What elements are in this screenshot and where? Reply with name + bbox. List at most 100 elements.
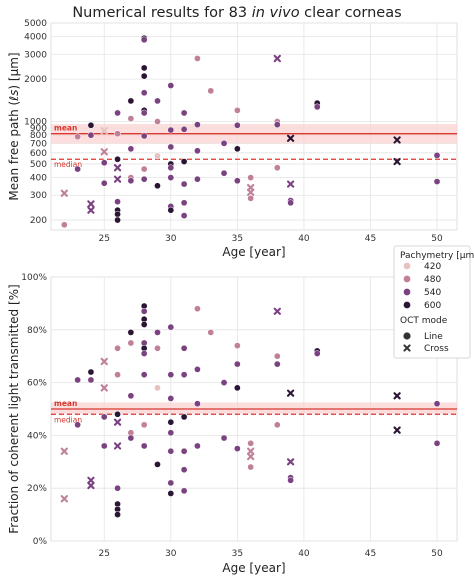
y-tick-label: 500	[30, 160, 47, 170]
data-point	[180, 371, 188, 379]
cross-marker-stroke	[113, 164, 122, 172]
median-label: median	[54, 415, 82, 424]
data-point	[60, 495, 68, 503]
y-tick-label: 2000	[24, 75, 47, 85]
data-point	[194, 121, 201, 129]
data-point	[167, 490, 175, 497]
data-point	[100, 148, 108, 156]
data-point	[286, 134, 295, 142]
y-axis-label-suffix: ) [µm]	[7, 52, 21, 89]
data-point	[273, 352, 281, 360]
legend: Pachymetry [µm] 420 480 540 600 OCT mode Li…	[393, 245, 474, 359]
legend-hue-title: Pachymetry [µm]	[400, 251, 474, 261]
data-point	[140, 72, 148, 80]
data-point	[273, 121, 281, 129]
data-point	[247, 174, 255, 181]
data-point	[140, 371, 148, 379]
data-point	[100, 357, 108, 366]
data-point	[127, 115, 135, 122]
cross-marker-stroke	[286, 458, 295, 466]
data-point	[234, 177, 241, 185]
data-point	[194, 147, 201, 155]
y-axis-label: Fraction of coherent light transmitted […	[7, 284, 21, 533]
data-point	[140, 421, 148, 429]
data-point	[167, 126, 175, 134]
data-point	[286, 389, 295, 397]
data-point	[114, 410, 121, 418]
data-point	[114, 511, 121, 518]
data-point	[87, 131, 95, 139]
data-point	[313, 103, 321, 111]
data-point	[140, 36, 148, 44]
y-tick-label: 300	[30, 191, 47, 201]
data-point	[220, 434, 228, 442]
data-point	[167, 418, 175, 426]
cross-marker-stroke	[87, 200, 95, 208]
data-point	[234, 342, 241, 349]
x-tick-label: 40	[298, 234, 310, 244]
data-point	[180, 344, 188, 352]
y-tick-label: 600	[30, 149, 47, 159]
mean-label: mean	[54, 399, 77, 408]
y-tick-label: 200	[30, 216, 47, 226]
x-tick-label: 25	[99, 234, 110, 244]
y-axis-label-prefix: Mean free path (	[7, 101, 21, 201]
data-point	[180, 126, 188, 133]
data-point	[127, 97, 135, 105]
legend-hue-label: 600	[424, 301, 441, 311]
data-point	[167, 371, 175, 379]
top-panel: mean median 25 30 35 40 45 50 200 300 400 500600700…	[7, 19, 458, 259]
data-point	[154, 344, 161, 352]
data-point	[100, 413, 108, 421]
data-point	[87, 206, 95, 214]
data-point	[433, 178, 441, 185]
data-point	[114, 344, 121, 352]
legend-hue-label: 480	[424, 275, 441, 285]
data-point	[247, 188, 255, 196]
title-italic: in vivo	[252, 5, 300, 21]
data-point	[74, 421, 81, 429]
data-point	[167, 82, 175, 89]
data-point	[167, 206, 175, 214]
data-point	[234, 360, 241, 368]
y-tick-label: 80%	[27, 326, 47, 336]
cross-marker-stroke	[60, 495, 68, 503]
data-point	[154, 152, 161, 160]
cross-marker-stroke	[286, 389, 295, 397]
data-point	[287, 199, 294, 207]
data-point	[100, 384, 108, 392]
data-point	[180, 212, 188, 219]
data-point	[433, 400, 441, 408]
x-tick-label: 35	[232, 234, 243, 244]
cross-marker-stroke	[286, 180, 295, 188]
cross-marker-stroke	[113, 418, 122, 426]
data-point	[273, 307, 281, 315]
data-point	[180, 109, 188, 117]
cross-marker-stroke	[87, 206, 95, 214]
figure-title: Numerical results for 83 in vivo clear c…	[72, 5, 401, 21]
cross-marker-stroke	[393, 426, 401, 434]
legend-hue-marker	[403, 301, 411, 309]
data-point	[100, 159, 108, 167]
data-point	[247, 463, 255, 471]
y-tick-label: 3000	[24, 50, 47, 60]
data-point	[433, 439, 441, 447]
median-label: median	[54, 160, 82, 169]
title-prefix: Numerical results for 83	[72, 5, 251, 21]
data-point	[220, 140, 228, 147]
cross-marker-stroke	[60, 189, 68, 197]
data-point	[194, 305, 201, 313]
cross-marker-stroke	[60, 447, 68, 455]
data-point	[113, 442, 122, 450]
data-point	[154, 329, 161, 336]
bottom-panel: mean median 25 30 35 40 45 50 0% 20% 40% 60% 80% 100%…	[7, 273, 458, 575]
data-point	[247, 195, 255, 202]
data-point	[234, 384, 241, 392]
y-tick-label: 900	[30, 124, 47, 134]
data-point	[114, 371, 121, 379]
data-point	[154, 461, 161, 468]
data-point	[393, 426, 401, 434]
data-point	[154, 384, 161, 392]
data-point	[220, 379, 228, 386]
